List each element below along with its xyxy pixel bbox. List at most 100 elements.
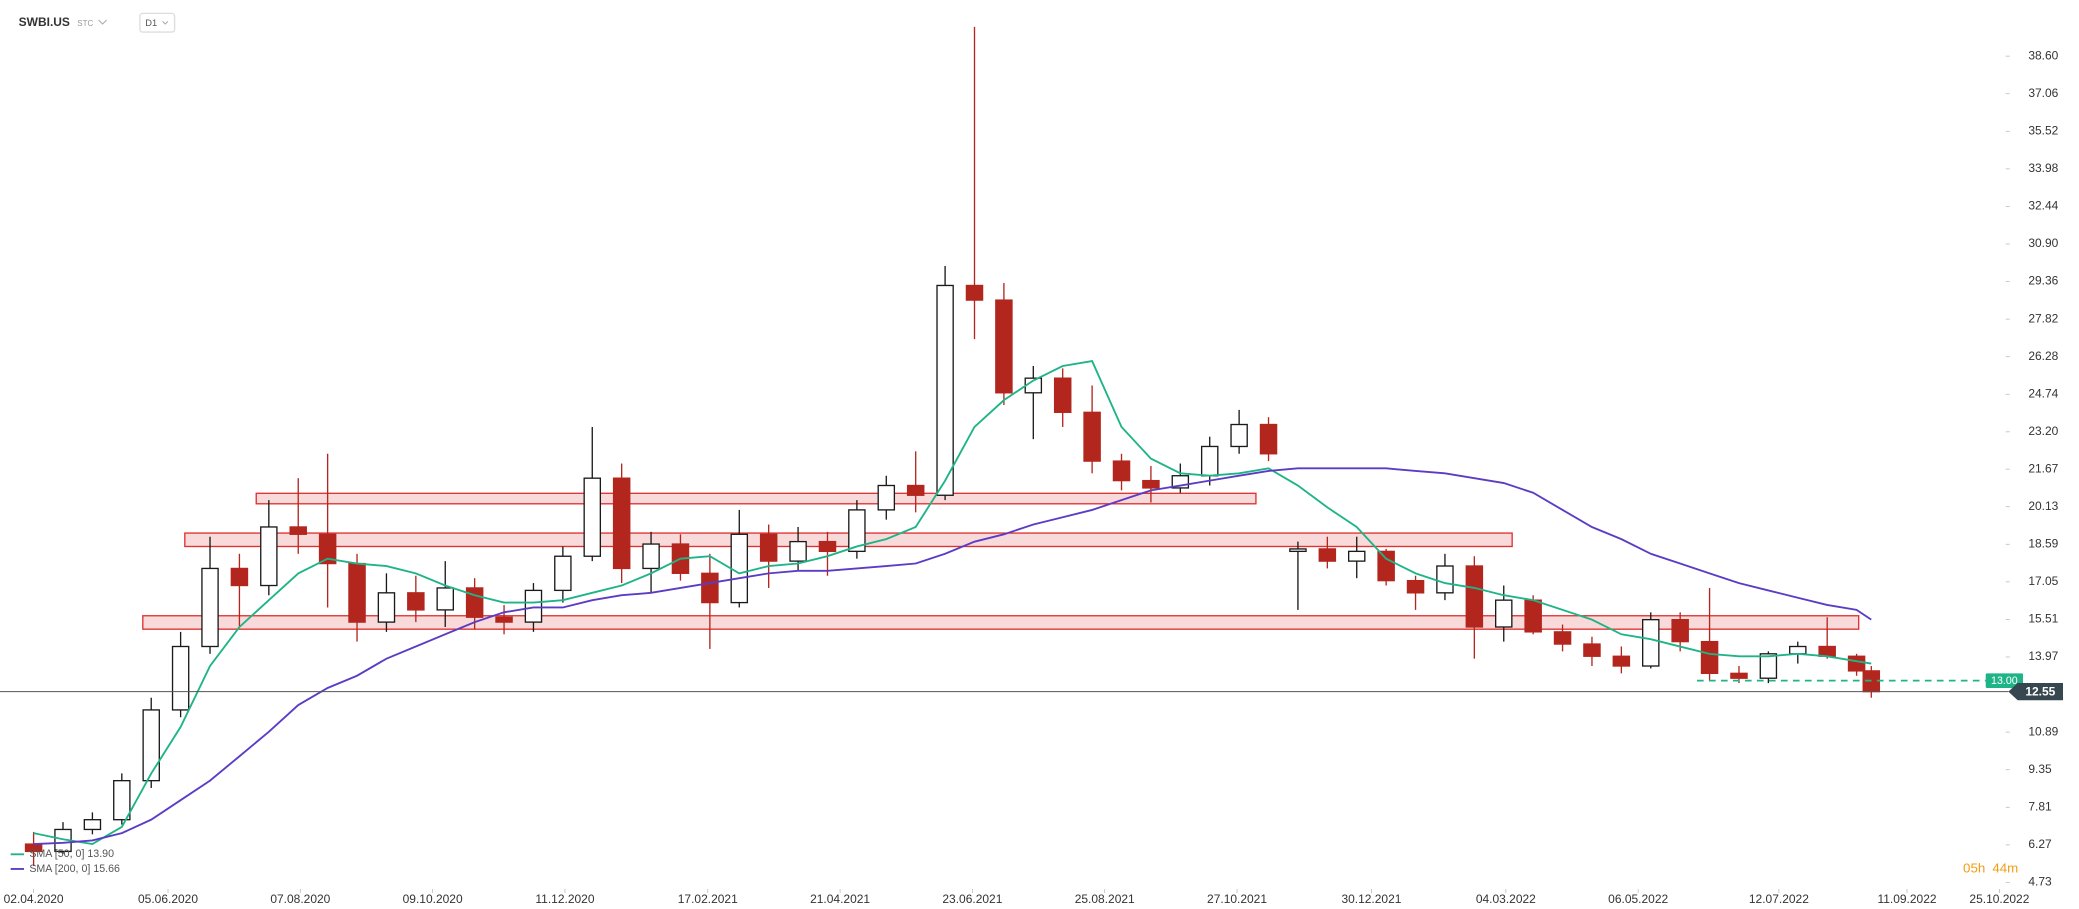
candle-body [965, 284, 984, 301]
x-tick-label: 07.08.2020 [270, 892, 330, 906]
y-tick-label: 10.89 [2028, 724, 2058, 738]
x-tick-label: 12.07.2022 [1749, 892, 1809, 906]
candle-body [848, 509, 866, 553]
y-tick-label: 13.97 [2028, 649, 2058, 663]
y-tick-label: 27.82 [2028, 311, 2058, 325]
candle-body [201, 567, 219, 648]
candle-body [1083, 411, 1101, 462]
candle-body [1318, 548, 1337, 562]
candle-body [524, 589, 543, 623]
moving-average-line [33, 360, 1872, 846]
candle-body [642, 543, 660, 570]
market: STC [77, 19, 93, 28]
y-tick-label: 30.90 [2028, 236, 2058, 250]
x-tick-label: 23.06.2021 [942, 892, 1002, 906]
candle-body [1553, 631, 1572, 645]
y-tick-label: 21.67 [2028, 461, 2058, 475]
y-tick-label: 38.60 [2028, 48, 2058, 62]
interval-caret[interactable] [162, 20, 169, 25]
candle-body [1347, 550, 1366, 562]
price-level-label: 13.00 [1991, 675, 2018, 687]
candle-body [1230, 423, 1248, 448]
x-tick-label: 09.10.2020 [403, 892, 463, 906]
candle-body [495, 616, 513, 623]
candle-body [906, 484, 925, 496]
y-tick-label: 32.44 [2028, 199, 2058, 213]
candle-body [1436, 565, 1454, 594]
x-tick-label: 04.03.2022 [1476, 892, 1536, 906]
x-tick-label: 05.06.2020 [138, 892, 198, 906]
candle-body [1406, 579, 1425, 594]
candle-body [230, 567, 249, 587]
candle-body [612, 477, 631, 570]
x-tick-label: 06.05.2022 [1608, 892, 1668, 906]
y-tick-label: 33.98 [2028, 161, 2058, 175]
y-tick-label: 26.28 [2028, 349, 2058, 363]
interval[interactable]: D1 [145, 18, 157, 28]
candle-body [83, 819, 102, 831]
legend-entry: SMA [50, 0] 13.90 [29, 848, 114, 860]
candle-body [1259, 423, 1278, 455]
y-tick-label: 29.36 [2028, 274, 2058, 288]
y-tick-label: 18.59 [2028, 536, 2058, 550]
candle-body [142, 709, 160, 782]
candle-body [1818, 645, 1836, 657]
candle-body [1789, 645, 1807, 655]
moving-average-line [33, 467, 1872, 845]
y-tick-label: 23.20 [2028, 424, 2058, 438]
y-tick-label: 20.13 [2028, 499, 2058, 513]
candle-body [759, 533, 778, 562]
countdown-hours: 05h [1963, 860, 1985, 875]
candle-body [1671, 618, 1689, 643]
y-tick-label: 17.05 [2028, 574, 2058, 588]
candle-body [554, 555, 572, 592]
candle-body [877, 484, 896, 511]
y-tick-label: 15.51 [2028, 612, 2058, 626]
support-resistance-zone [255, 492, 1257, 505]
candle-body [995, 299, 1013, 394]
candle-body [1053, 377, 1072, 413]
x-tick-label: 02.04.2020 [4, 892, 64, 906]
y-tick-label: 35.52 [2028, 123, 2058, 137]
y-tick-label: 9.35 [2028, 762, 2052, 776]
candle-body [730, 533, 749, 604]
candle-body [1612, 655, 1631, 667]
candle-body [583, 477, 602, 557]
candle-body [171, 645, 190, 711]
market-caret[interactable] [98, 19, 107, 25]
last-price-tag [2008, 682, 2064, 701]
y-tick-label: 37.06 [2028, 86, 2058, 100]
x-tick-label: 30.12.2021 [1341, 892, 1401, 906]
candle-body [1700, 640, 1719, 674]
candle-body [113, 779, 131, 821]
plot-area: 38.60 37.06 35.52 33.98 32.44 30.90 29.36 27.82… [0, 26, 2059, 906]
price-level-tag [1985, 673, 2024, 688]
candle-body [1730, 672, 1748, 679]
candle-body [436, 587, 454, 611]
symbol: SWBI.US [19, 15, 70, 29]
candle-body [318, 533, 337, 565]
legend-entry: SMA [200, 0] 15.66 [29, 863, 120, 875]
candle-body [1112, 460, 1131, 482]
y-tick-label: 4.73 [2028, 875, 2052, 889]
candle-body [1377, 550, 1395, 582]
candle-body [289, 526, 307, 535]
x-tick-label: 25.08.2021 [1075, 892, 1135, 906]
support-resistance-zone [142, 615, 1860, 630]
candle-body [1642, 618, 1660, 667]
candle-body [348, 562, 366, 623]
interval-dropdown[interactable] [139, 12, 176, 33]
candle-body [936, 284, 954, 496]
candle-body [465, 587, 484, 618]
x-tick-label: 25.10.2022 [1969, 892, 2029, 906]
y-tick-label: 24.74 [2028, 386, 2058, 400]
candle-body [1494, 599, 1513, 628]
x-tick-label: 27.10.2021 [1207, 892, 1267, 906]
x-tick-label: 21.04.2021 [810, 892, 870, 906]
candle-body [1583, 643, 1601, 657]
y-tick-label: 7.81 [2028, 799, 2052, 813]
candle-body [260, 526, 278, 587]
